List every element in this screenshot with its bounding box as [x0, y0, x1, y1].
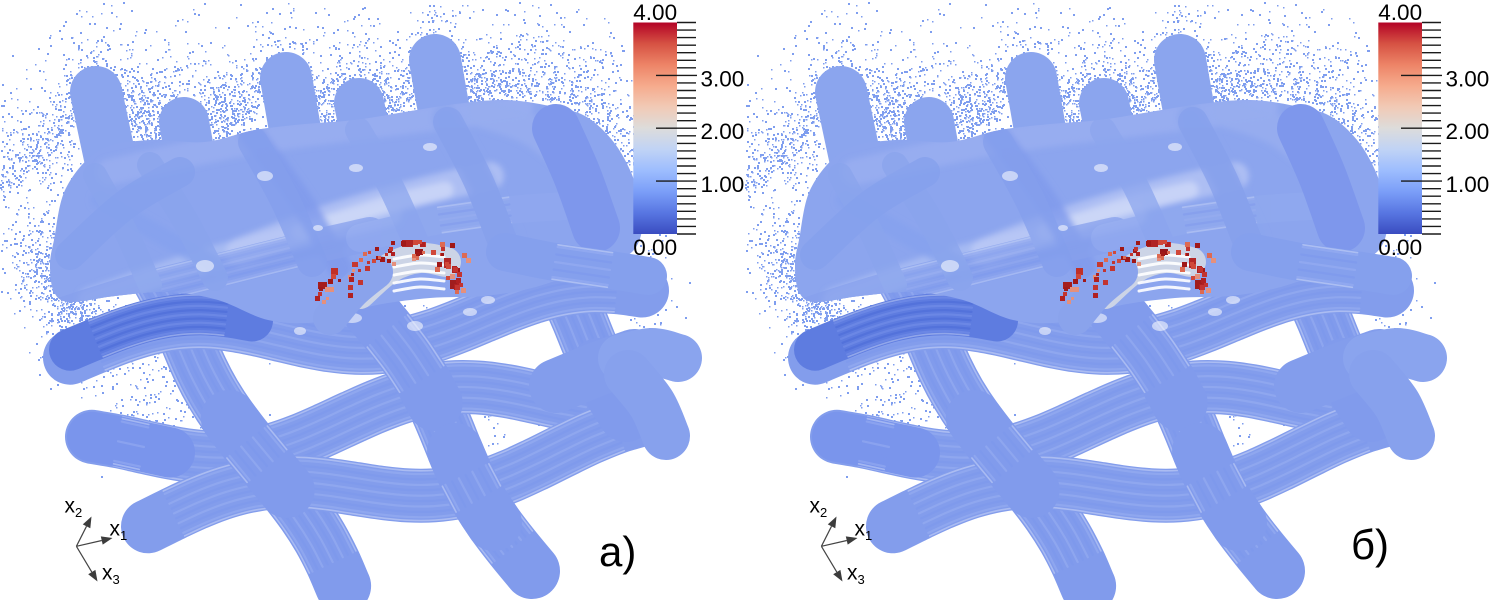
- svg-text:б): б): [1351, 521, 1389, 568]
- svg-text:а): а): [599, 528, 636, 575]
